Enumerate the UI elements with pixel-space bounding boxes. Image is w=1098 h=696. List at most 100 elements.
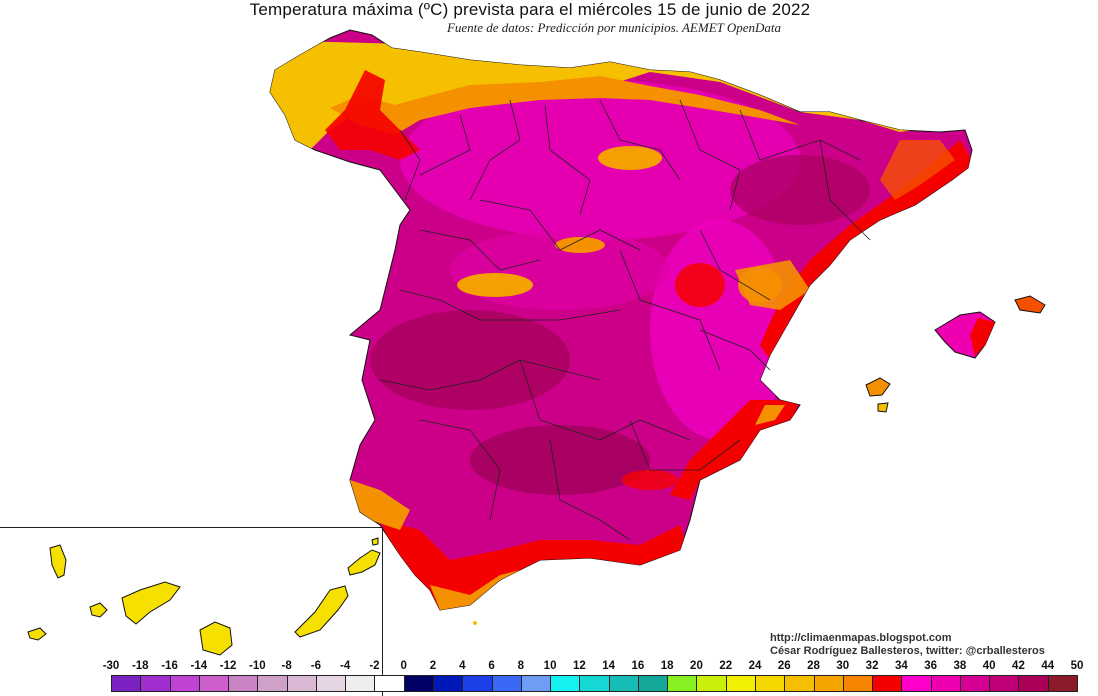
legend-tick-label: -14 xyxy=(190,660,208,672)
la-gomera xyxy=(89,602,108,618)
credits: http://climaenmapas.blogspot.com César R… xyxy=(770,632,1045,658)
legend-color-swatch xyxy=(784,675,815,692)
legend-color-swatch xyxy=(520,675,552,692)
temperature-map xyxy=(27,29,1046,656)
legend-color-swatch xyxy=(579,675,610,692)
legend-tick-label: 32 xyxy=(865,660,879,672)
legend-tick-label: 44 xyxy=(1041,660,1055,672)
legend-tick-label: 34 xyxy=(894,660,908,672)
zone-hottest-ebro xyxy=(730,155,870,225)
legend-tick-label: -6 xyxy=(310,660,322,672)
zone-sierra-nevada-red xyxy=(622,470,678,490)
zone-cuenca-red xyxy=(675,263,725,307)
zone-galicia-red xyxy=(325,70,420,160)
legend-color-swatch xyxy=(286,675,317,692)
legend-tick-label: 26 xyxy=(777,660,791,672)
la-graciosa xyxy=(371,537,379,546)
gran-canaria xyxy=(199,621,233,656)
zone-iberico-orange xyxy=(598,146,662,170)
province-borders xyxy=(379,99,871,541)
la-palma xyxy=(49,544,67,579)
zone-teruel-orange xyxy=(738,267,782,303)
legend-color-swatch xyxy=(930,675,961,692)
zone-hottest-guadalquivir xyxy=(470,425,650,495)
legend-tick-label: 42 xyxy=(1012,660,1025,672)
tenerife xyxy=(121,581,181,625)
legend-tick-label: -8 xyxy=(281,660,292,672)
legend-color-swatch xyxy=(667,675,698,692)
legend-tick-label: 22 xyxy=(719,660,733,672)
legend-color-swatch xyxy=(608,675,639,692)
legend-tick-label: 12 xyxy=(572,660,586,672)
zone-southeast-orange xyxy=(755,405,785,425)
legend-color-swatch xyxy=(315,675,347,692)
legend-color-swatch xyxy=(491,675,522,692)
zone-guadarrama-orange xyxy=(555,237,605,253)
el-hierro xyxy=(27,627,47,641)
legend-color-swatch xyxy=(345,675,376,692)
legend-tick-label: 10 xyxy=(543,660,557,672)
legend-tick-label: 30 xyxy=(836,660,850,672)
fuerteventura xyxy=(294,585,349,638)
legend-tick-label: -4 xyxy=(340,660,351,672)
legend-color-swatch xyxy=(198,675,230,692)
legend-color-swatch xyxy=(550,675,581,692)
legend-tick-label: -30 xyxy=(102,660,120,672)
legend-tick-label: 38 xyxy=(953,660,967,672)
legend-color-swatch xyxy=(140,675,171,692)
legend-color-swatch xyxy=(842,675,874,692)
legend-color-swatch xyxy=(696,675,727,692)
legend-tick-label: 50 xyxy=(1070,660,1084,672)
legend-tick-label: 0 xyxy=(400,660,407,672)
legend-tick-label: 14 xyxy=(602,660,616,672)
legend-color-swatch xyxy=(374,675,405,692)
blog-url[interactable]: http://climaenmapas.blogspot.com xyxy=(770,632,952,644)
zone-huelva-orange xyxy=(350,480,410,530)
legend-color-swatch xyxy=(257,675,288,692)
lanzarote xyxy=(347,549,381,576)
zone-south-coast-red xyxy=(380,520,690,610)
legend-tick-label: -16 xyxy=(161,660,178,672)
legend-color-swatch xyxy=(989,675,1020,692)
zone-east-coast-red xyxy=(760,140,972,360)
legend-tick-label: 28 xyxy=(807,660,820,672)
legend-color-swatch xyxy=(1018,675,1049,692)
menorca xyxy=(1014,295,1046,314)
legend-color-swatch xyxy=(403,675,434,692)
legend-color-swatch xyxy=(228,675,259,692)
zone-southeast-red xyxy=(670,400,800,500)
legend-tick-label: 2 xyxy=(429,660,437,672)
legend-color-swatch xyxy=(637,675,669,692)
legend-tick-label: -2 xyxy=(369,660,380,672)
map-subtitle: Fuente de datos: Predicción por municipi… xyxy=(446,20,782,35)
canarias-inset-frame xyxy=(0,527,383,696)
legend-tick-label: 16 xyxy=(631,660,645,672)
legend-color-swatch xyxy=(433,675,464,692)
canary-islands xyxy=(27,537,381,656)
legend-tick-label: -12 xyxy=(219,660,237,672)
zone-gredos-orange xyxy=(457,273,533,297)
legend-color-swatch xyxy=(755,675,786,692)
legend-color-swatch xyxy=(901,675,932,692)
legend-tick-label: 18 xyxy=(660,660,674,672)
map-title: Temperatura máxima (ºC) prevista para el… xyxy=(249,0,811,19)
tiny-marker xyxy=(473,621,477,625)
legend-color-swatch xyxy=(1047,675,1078,692)
legend-color-swatch xyxy=(111,675,142,692)
legend-tick-label: 8 xyxy=(517,660,525,672)
legend-color-swatch xyxy=(959,675,991,692)
legend-color-swatch xyxy=(462,675,493,692)
legend-tick-label: 6 xyxy=(488,660,495,672)
formentera xyxy=(877,402,889,413)
legend-color-swatch xyxy=(813,675,844,692)
temperature-legend: -30 -18 -16 -14 -12 -10 -8 -6 -4 -2 0 2 4 6 8 10 12 14 16 1… xyxy=(0,660,1098,696)
legend-color-swatch xyxy=(725,675,756,692)
author-credit: César Rodríguez Ballesteros, twitter: @c… xyxy=(770,645,1045,657)
legend-color-swatch xyxy=(872,675,903,692)
legend-tick-label: -18 xyxy=(131,660,149,672)
ibiza xyxy=(865,377,891,397)
zone-hottest-guadiana xyxy=(370,310,570,410)
legend-tick-label: 4 xyxy=(459,660,466,672)
legend-tick-label: 20 xyxy=(690,660,703,672)
mallorca-east-coast xyxy=(970,318,995,356)
